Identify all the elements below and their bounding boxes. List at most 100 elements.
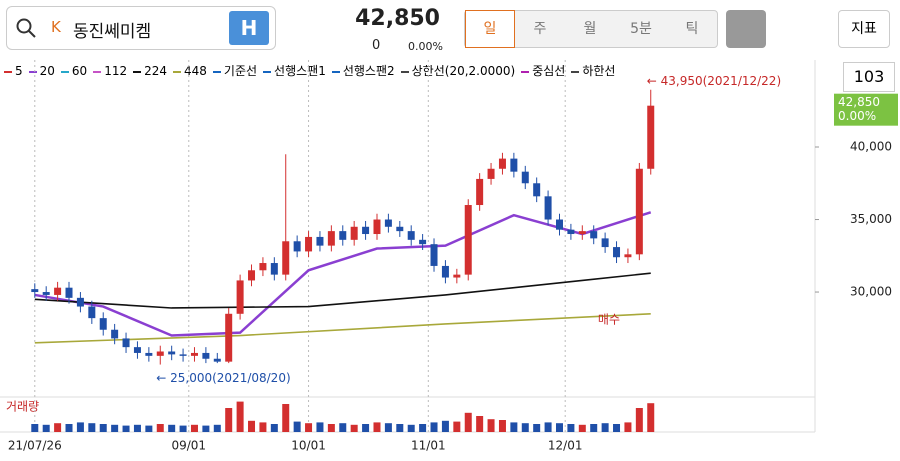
moving-average bbox=[34, 272, 651, 309]
legend-item[interactable]: 선행스팬2 bbox=[331, 64, 395, 78]
volume-bar bbox=[190, 424, 198, 432]
legend-text: 중심선 bbox=[532, 64, 566, 78]
legend-item[interactable]: 하한선 bbox=[571, 64, 615, 78]
y-tick-label: 40,000 bbox=[850, 140, 892, 154]
annotation: ← 43,950(2021/12/22) bbox=[647, 74, 781, 88]
volume-bar bbox=[42, 424, 50, 432]
volume-bar bbox=[339, 423, 347, 432]
legend-text: 기준선 bbox=[223, 64, 258, 78]
candle-body bbox=[225, 313, 233, 362]
candle-body bbox=[65, 287, 73, 298]
candle-body bbox=[156, 351, 164, 356]
volume-bar bbox=[65, 424, 73, 432]
candle-body bbox=[624, 254, 632, 258]
stock-name: 동진쎄미켐 bbox=[73, 22, 152, 42]
candle-body bbox=[133, 347, 141, 353]
legend-item[interactable]: 기준선 bbox=[212, 64, 258, 78]
legend-item[interactable]: 448 bbox=[173, 64, 207, 78]
volume-bar bbox=[464, 412, 472, 432]
candle-body bbox=[464, 205, 472, 275]
moving-average bbox=[34, 211, 652, 337]
candle-body bbox=[236, 280, 244, 314]
candle-body bbox=[521, 171, 529, 184]
candle-body bbox=[248, 270, 256, 281]
candle-body bbox=[270, 263, 278, 275]
candle-body bbox=[213, 358, 221, 362]
legend-item[interactable]: 선행스팬1 bbox=[263, 64, 326, 78]
candle-body bbox=[31, 289, 39, 293]
legend-swatch bbox=[133, 70, 142, 73]
legend-text: 상한선(20,2.0000) bbox=[411, 64, 516, 78]
h-button[interactable]: H bbox=[229, 11, 269, 45]
volume-bar bbox=[635, 408, 643, 432]
tab-month[interactable]: 월 bbox=[583, 21, 597, 37]
volume-bar bbox=[362, 424, 370, 432]
tab-day[interactable]: 일 bbox=[465, 10, 515, 48]
annotation: ← 25,000(2021/08/20) bbox=[156, 371, 290, 385]
tab-5min[interactable]: 5분 bbox=[630, 21, 652, 37]
candle-body bbox=[407, 231, 415, 240]
legend-item[interactable]: 중심선 bbox=[521, 64, 565, 78]
volume-bar bbox=[111, 424, 119, 432]
volume-bar bbox=[487, 419, 495, 432]
volume-bar bbox=[441, 420, 449, 432]
volume-bar bbox=[99, 424, 107, 432]
candle-body bbox=[339, 231, 347, 240]
zoom-level[interactable]: 103 bbox=[843, 62, 895, 92]
volume-bar bbox=[259, 422, 267, 432]
candle-body bbox=[168, 351, 176, 355]
candle-body bbox=[42, 292, 50, 295]
legend-swatch bbox=[28, 70, 37, 73]
volume-bar bbox=[179, 425, 187, 432]
legend-item[interactable]: 20 bbox=[28, 64, 55, 78]
tab-tick[interactable]: 틱 bbox=[685, 21, 699, 37]
legend-text: 하한선 bbox=[582, 64, 616, 78]
legend-swatch bbox=[4, 70, 12, 73]
volume-bar bbox=[248, 420, 256, 432]
volume-bar bbox=[316, 422, 324, 432]
volume-bar bbox=[567, 424, 575, 432]
legend-item[interactable]: 224 bbox=[133, 64, 167, 78]
legend: 5 20 60 112 224 448 기준선 선행스팬1 선행스팬2 상한선(20,2.0000… bbox=[4, 62, 621, 79]
change-rate: 0.00% bbox=[408, 40, 443, 53]
volume-bar bbox=[31, 424, 39, 432]
legend-swatch bbox=[212, 70, 221, 73]
candle-body bbox=[498, 158, 506, 169]
legend-swatch bbox=[400, 70, 409, 73]
legend-swatch bbox=[263, 70, 272, 73]
legend-item[interactable]: 60 bbox=[60, 64, 87, 78]
drawing-button[interactable] bbox=[726, 10, 766, 48]
volume-bar bbox=[282, 404, 290, 432]
legend-text: 224 bbox=[144, 64, 168, 78]
candle-body bbox=[145, 352, 153, 356]
annotation: 매수 bbox=[598, 312, 620, 326]
candle-body bbox=[384, 219, 392, 227]
candle-body bbox=[293, 241, 301, 252]
search-box[interactable]: K 동진쎄미켐 H bbox=[6, 6, 276, 50]
indicator-button[interactable]: 지표 bbox=[838, 10, 890, 48]
legend-swatch bbox=[60, 70, 69, 73]
volume-bar bbox=[305, 423, 313, 432]
x-tick-label: 11/01 bbox=[411, 439, 446, 453]
volume-bar bbox=[168, 424, 176, 432]
candle-body bbox=[179, 354, 187, 356]
candle-body bbox=[578, 231, 586, 235]
candle-body bbox=[613, 247, 621, 258]
tab-week[interactable]: 주 bbox=[533, 21, 547, 37]
volume-bar bbox=[133, 424, 141, 432]
legend-item[interactable]: 112 bbox=[93, 64, 127, 78]
candle-body bbox=[202, 352, 210, 359]
candle-body bbox=[430, 244, 438, 266]
volume-bar bbox=[327, 424, 335, 432]
candle-body bbox=[362, 226, 370, 235]
legend-item[interactable]: 상한선(20,2.0000) bbox=[400, 64, 516, 78]
legend-item[interactable]: 5 bbox=[4, 64, 23, 78]
volume-bar bbox=[213, 424, 221, 432]
volume-bar bbox=[202, 425, 210, 432]
candle-body bbox=[441, 265, 449, 278]
moving-average bbox=[34, 312, 651, 344]
volume-bar bbox=[76, 422, 84, 432]
legend-swatch bbox=[521, 70, 530, 73]
current-rate-label: 0.00% bbox=[838, 109, 876, 123]
volume-bar bbox=[476, 416, 484, 432]
